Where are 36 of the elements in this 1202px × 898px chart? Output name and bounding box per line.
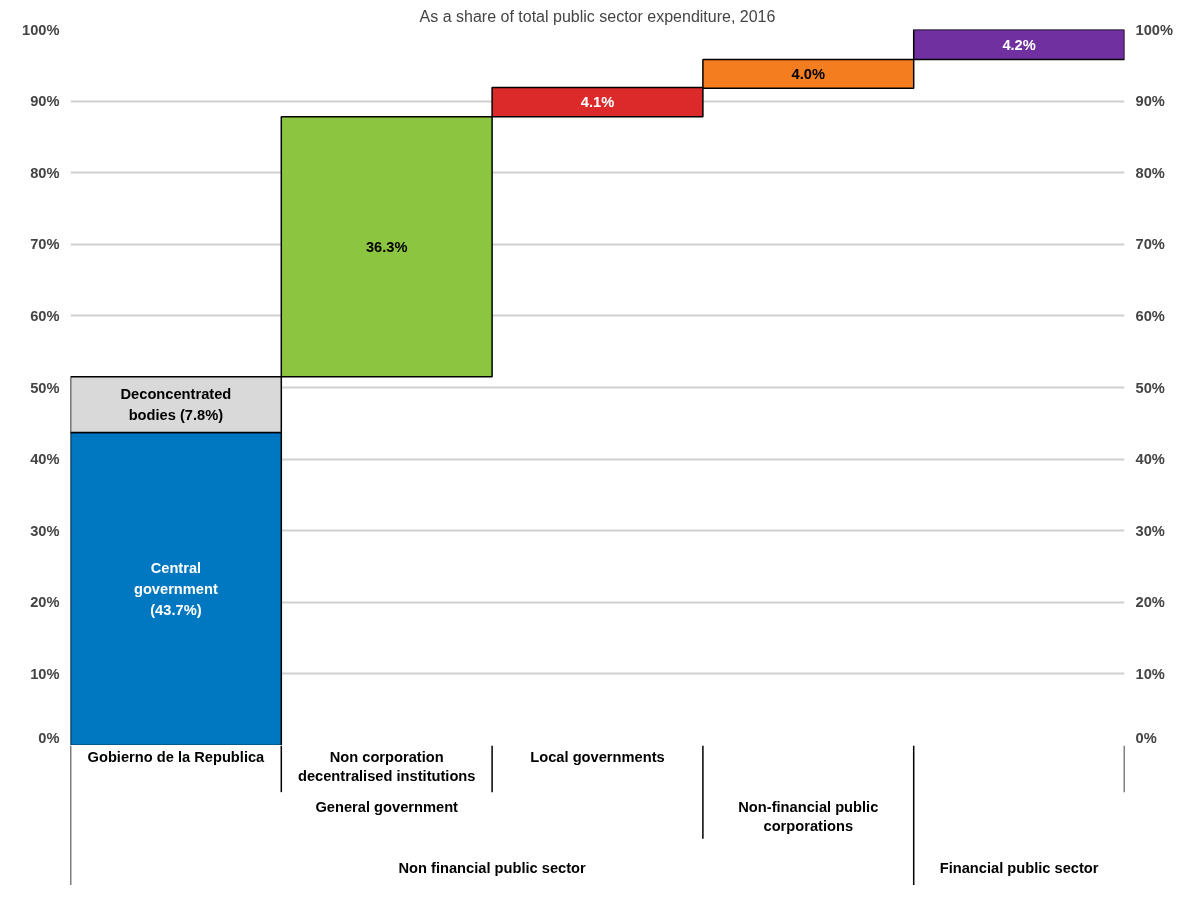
- y2-tick-label: 90%: [1135, 93, 1165, 110]
- data-label: 4.1%: [580, 94, 615, 111]
- y2-tick-label: 0%: [1135, 729, 1157, 746]
- y2-tick-label: 100%: [1135, 21, 1173, 38]
- y-tick-label: 40%: [30, 451, 60, 468]
- y-tick-label: 50%: [30, 379, 60, 396]
- y-tick-label: 90%: [30, 93, 60, 110]
- y-tick-label: 60%: [30, 307, 60, 324]
- data-label: Deconcentrated bodies (7.8%): [120, 386, 232, 424]
- x-tick-label: Gobierno de la Republica: [87, 749, 266, 766]
- text: Non financial public sector: [398, 859, 587, 876]
- y2-tick-label: 40%: [1135, 451, 1165, 468]
- text: Financial public sector: [939, 859, 1099, 876]
- chart-title: As a share of total public sector expenditure, 2016: [419, 7, 776, 25]
- y2-tick-label: 30%: [1135, 522, 1165, 539]
- y-tick-label: 100%: [22, 21, 60, 38]
- data-label: Central government (43.7%): [133, 560, 218, 618]
- data-label: 36.3%: [365, 238, 408, 255]
- y-tick-label: 30%: [30, 522, 60, 539]
- y2-tick-label: 10%: [1135, 665, 1165, 682]
- x-tick-label: Local governments: [530, 749, 665, 766]
- y-tick-label: 70%: [30, 236, 60, 253]
- y2-tick-label: 60%: [1135, 307, 1165, 324]
- y2-tick-label: 20%: [1135, 594, 1165, 611]
- text: General government: [315, 799, 459, 816]
- x-tick-label: Non corporation decentralised institutions: [297, 749, 476, 785]
- y-tick-label: 10%: [30, 665, 60, 682]
- y2-tick-label: 80%: [1135, 164, 1165, 181]
- y2-tick-label: 70%: [1135, 236, 1165, 253]
- y-tick-label: 20%: [30, 594, 60, 611]
- text: Non-financial public corporations: [738, 799, 879, 835]
- y-tick-label: 80%: [30, 164, 60, 181]
- data-label: 4.0%: [791, 65, 825, 82]
- y2-tick-label: 50%: [1135, 379, 1165, 396]
- y-tick-label: 0%: [38, 729, 60, 746]
- data-label: 4.2%: [1002, 36, 1036, 53]
